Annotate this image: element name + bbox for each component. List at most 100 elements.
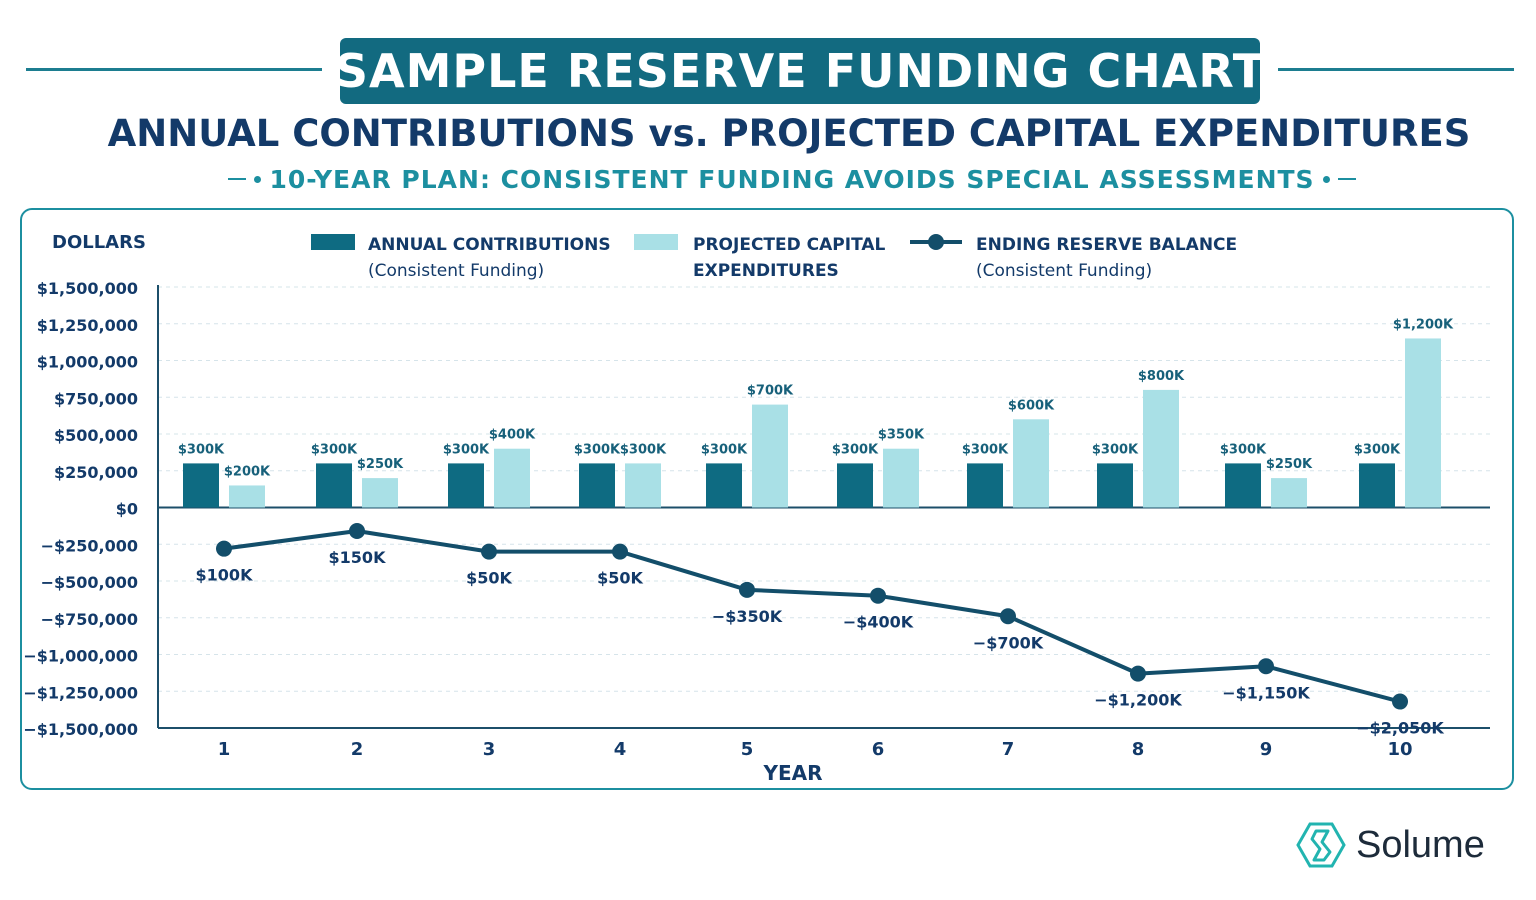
- contribution-bar: [837, 463, 873, 508]
- contribution-value-label: $300K: [1092, 442, 1139, 457]
- x-axis-title: YEAR: [762, 761, 822, 785]
- y-tick-label: $1,250,000: [37, 316, 138, 335]
- brand-logo: Solume: [1294, 818, 1485, 872]
- legend-note-contributions: (Consistent Funding): [368, 261, 544, 281]
- legend-swatch-contributions: [311, 234, 355, 250]
- balance-value-label: −$350K: [712, 607, 783, 626]
- balance-value-label: −$700K: [973, 633, 1044, 652]
- contribution-bar: [316, 463, 352, 508]
- logo-text: Solume: [1356, 823, 1485, 866]
- legend-note-balance: (Consistent Funding): [976, 261, 1152, 281]
- expenditure-value-label: $300K: [620, 442, 667, 457]
- tagline-dot-right: [1322, 175, 1330, 183]
- x-tick-label: 9: [1260, 739, 1273, 760]
- tagline-dot-left: [254, 175, 262, 183]
- contribution-bar: [1225, 463, 1261, 508]
- contribution-value-label: $300K: [962, 442, 1009, 457]
- y-tick-label: $750,000: [54, 389, 138, 408]
- x-tick-label: 10: [1387, 739, 1412, 760]
- chart-subtitle: ANNUAL CONTRIBUTIONS vs. PROJECTED CAPIT…: [107, 112, 1471, 155]
- y-tick-label: −$250,000: [41, 536, 138, 555]
- x-tick-label: 2: [351, 739, 364, 760]
- x-tick-label: 4: [614, 739, 627, 760]
- contribution-value-label: $300K: [178, 442, 225, 457]
- x-tick-label: 1: [218, 739, 231, 760]
- expenditure-bar: [752, 404, 788, 508]
- tagline-rule-left: [228, 178, 247, 180]
- legend-swatch-balance-dot: [928, 234, 944, 250]
- expenditure-bar: [1405, 338, 1441, 508]
- balance-point: [1130, 665, 1146, 682]
- balance-point: [349, 523, 365, 540]
- legend-label-expenditures: PROJECTED CAPITAL: [693, 235, 886, 255]
- contribution-value-label: $300K: [311, 442, 358, 457]
- balance-point: [612, 543, 628, 560]
- balance-value-label: −$1,200K: [1094, 691, 1182, 710]
- balance-point: [870, 587, 886, 604]
- contribution-value-label: $300K: [701, 442, 748, 457]
- tagline-rule-right: [1337, 178, 1357, 180]
- y-tick-label: −$1,000,000: [23, 647, 138, 666]
- y-tick-label: $0: [116, 500, 138, 519]
- balance-value-label: −$400K: [843, 613, 914, 632]
- expenditure-value-label: $250K: [1266, 457, 1313, 472]
- contribution-value-label: $300K: [574, 442, 621, 457]
- balance-value-label: $100K: [196, 566, 254, 585]
- expenditure-value-label: $200K: [224, 464, 271, 479]
- expenditure-bar: [1013, 419, 1049, 508]
- balance-value-label: $150K: [329, 548, 387, 567]
- balance-value-label: $50K: [466, 569, 512, 588]
- y-axis-title: DOLLARS: [52, 232, 146, 253]
- tagline: 10-YEAR PLAN: CONSISTENT FUNDING AVOIDS …: [269, 164, 1315, 194]
- balance-point: [216, 540, 232, 557]
- contribution-bar: [706, 463, 742, 508]
- contribution-value-label: $300K: [443, 442, 490, 457]
- contribution-bar: [579, 463, 615, 508]
- contribution-bar: [967, 463, 1003, 508]
- contribution-value-label: $300K: [1220, 442, 1267, 457]
- contribution-bar: [183, 463, 219, 508]
- y-tick-label: −$1,250,000: [23, 683, 138, 702]
- expenditure-bar: [362, 478, 398, 508]
- expenditure-value-label: $400K: [489, 428, 536, 443]
- balance-point: [1392, 693, 1408, 710]
- legend-note-expenditures: EXPENDITURES: [693, 261, 839, 281]
- legend-label-balance: ENDING RESERVE BALANCE: [976, 235, 1237, 255]
- expenditure-value-label: $700K: [747, 384, 794, 399]
- balance-point: [481, 543, 497, 560]
- x-tick-label: 8: [1132, 739, 1145, 760]
- y-tick-label: $1,500,000: [37, 279, 138, 298]
- x-tick-label: 6: [872, 739, 885, 760]
- expenditure-value-label: $600K: [1008, 398, 1055, 413]
- balance-point: [1258, 658, 1274, 675]
- y-tick-label: −$1,500,000: [23, 720, 138, 739]
- x-tick-label: 5: [741, 739, 754, 760]
- balance-point: [1000, 608, 1016, 625]
- y-tick-label: −$750,000: [41, 610, 138, 629]
- y-tick-label: $1,000,000: [37, 353, 138, 372]
- balance-point: [739, 581, 755, 598]
- expenditure-value-label: $800K: [1138, 369, 1185, 384]
- contribution-value-label: $300K: [832, 442, 879, 457]
- y-tick-label: −$500,000: [41, 573, 138, 592]
- contribution-value-label: $300K: [1354, 442, 1401, 457]
- legend-swatch-expenditures: [634, 234, 678, 250]
- balance-line: [223, 529, 1401, 704]
- expenditure-value-label: $350K: [878, 428, 925, 443]
- contribution-bar: [1097, 463, 1133, 508]
- balance-value-label: −$2,050K: [1356, 719, 1444, 738]
- x-tick-label: 3: [483, 739, 496, 760]
- x-tick-label: 7: [1002, 739, 1015, 760]
- expenditure-bar: [1143, 389, 1179, 508]
- balance-value-label: $50K: [597, 569, 643, 588]
- contribution-bar: [1359, 463, 1395, 508]
- title-rule-right: [1278, 68, 1514, 71]
- expenditure-bar: [229, 485, 265, 508]
- y-tick-label: $250,000: [54, 463, 138, 482]
- y-tick-label: $500,000: [54, 426, 138, 445]
- expenditure-value-label: $1,200K: [1393, 317, 1454, 332]
- balance-value-label: −$1,150K: [1222, 683, 1310, 702]
- expenditure-bar: [494, 448, 530, 508]
- page-title: SAMPLE RESERVE FUNDING CHART: [335, 38, 1264, 104]
- legend-label-contributions: ANNUAL CONTRIBUTIONS: [368, 235, 611, 255]
